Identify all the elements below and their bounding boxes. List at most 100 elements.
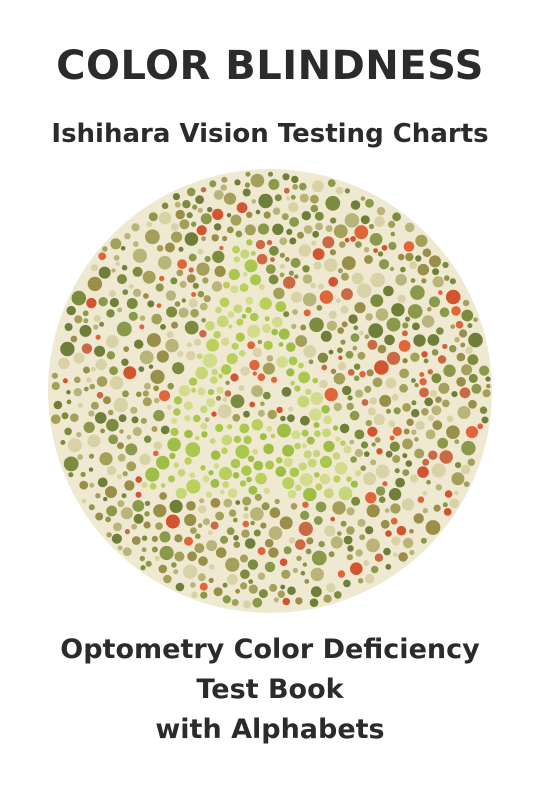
- plate-dot-background: [116, 321, 132, 337]
- plate-dot-figure: [307, 458, 317, 468]
- plate-dot-background: [87, 276, 103, 292]
- plate-dot-background: [427, 334, 440, 346]
- plate-dot-background: [73, 352, 85, 364]
- plate-dot-background: [252, 597, 263, 608]
- plate-dot-background: [456, 377, 466, 387]
- plate-dot-figure: [332, 452, 341, 460]
- plate-dot-background: [191, 292, 197, 297]
- plate-dot-background: [351, 272, 364, 285]
- plate-dot-background: [153, 409, 165, 422]
- plate-dot-background: [151, 546, 158, 553]
- plate-dot-background: [345, 350, 354, 359]
- plate-dot-figure: [206, 338, 220, 352]
- plate-dot-background: [93, 324, 99, 330]
- plate-dot-background: [427, 306, 432, 312]
- plate-dot-background: [66, 390, 71, 395]
- plate-dot-figure: [289, 467, 300, 478]
- plate-dot-background: [243, 410, 250, 418]
- plate-dot-background: [330, 516, 336, 522]
- plate-dot-background: [454, 439, 460, 445]
- plate-dot-background: [409, 549, 415, 556]
- plate-dot-background: [257, 223, 270, 235]
- plate-dot-background: [375, 486, 386, 496]
- plate-dot-background: [151, 426, 158, 432]
- plate-dot-background: [124, 480, 135, 491]
- plate-dot-background: [354, 225, 369, 240]
- plate-dot-background: [357, 578, 364, 584]
- plate-dot-background: [283, 311, 290, 318]
- plate-dot-background: [295, 597, 303, 605]
- bottom-line-3: with Alphabets: [155, 714, 385, 745]
- plate-dot-background: [411, 400, 417, 406]
- plate-dot-background: [404, 222, 415, 233]
- plate-dot-background: [261, 502, 270, 511]
- plate-dot-background: [303, 345, 317, 358]
- plate-dot-background: [98, 266, 111, 279]
- plate-dot-background: [407, 304, 423, 319]
- plate-dot-background: [243, 506, 249, 511]
- plate-dot-background: [240, 366, 250, 376]
- plate-dot-background: [266, 239, 273, 246]
- plate-dot-background: [223, 498, 233, 508]
- plate-dot-background: [197, 523, 203, 528]
- plate-dot-background: [123, 346, 130, 352]
- plate-dot-background: [311, 550, 327, 566]
- plate-dot-background: [169, 499, 183, 513]
- plate-dot-background: [207, 206, 213, 213]
- plate-dot-background: [199, 302, 208, 311]
- plate-dot-background: [197, 207, 203, 213]
- plate-dot-background: [422, 458, 430, 466]
- plate-dot-background: [144, 500, 151, 507]
- plate-dot-background: [299, 182, 307, 191]
- plate-dot-background: [412, 322, 420, 331]
- plate-dot-background: [324, 525, 336, 537]
- plate-dot-figure: [252, 448, 259, 455]
- plate-dot-background: [99, 321, 105, 327]
- plate-dot-figure: [323, 415, 332, 425]
- plate-dot-background: [262, 362, 275, 375]
- plate-dot-background: [433, 504, 441, 512]
- plate-dot-background: [402, 537, 414, 549]
- plate-dot-background: [109, 297, 119, 308]
- plate-dot-background: [120, 246, 126, 251]
- plate-dot-background: [82, 310, 89, 317]
- plate-dot-background: [67, 438, 82, 453]
- plate-dot-figure: [221, 434, 233, 446]
- plate-dot-background: [213, 190, 224, 200]
- plate-dot-background: [199, 498, 205, 504]
- plate-dot-figure: [218, 466, 233, 481]
- plate-dot-background: [351, 496, 361, 506]
- plate-dot-figure: [286, 342, 296, 352]
- plate-dot-background: [290, 257, 301, 268]
- plate-dot-background: [83, 366, 90, 374]
- plate-dot-background: [310, 567, 324, 582]
- plate-dot-figure: [232, 472, 240, 479]
- plate-dot-figure: [227, 311, 235, 318]
- plate-dot-background: [298, 244, 311, 257]
- plate-dot-background: [142, 270, 156, 284]
- plate-dot-background: [385, 377, 397, 389]
- plate-dot-background: [319, 290, 334, 304]
- plate-dot-background: [435, 396, 442, 403]
- plate-dot-background: [98, 297, 108, 307]
- plate-dot-background: [328, 349, 334, 355]
- plate-dot-figure: [205, 491, 213, 498]
- plate-dot-background: [106, 309, 115, 318]
- plate-dot-figure: [243, 435, 252, 445]
- plate-dot-background: [465, 346, 473, 354]
- plate-dot-background: [454, 490, 459, 496]
- plate-dot-background: [83, 318, 89, 324]
- plate-dot-background: [392, 455, 401, 463]
- plate-dot-background: [171, 321, 179, 329]
- plate-dot-figure: [314, 430, 321, 438]
- plate-dot-background: [194, 338, 202, 346]
- plate-dot-background: [258, 193, 273, 209]
- plate-dot-background: [184, 536, 193, 546]
- plate-dot-figure: [288, 356, 298, 366]
- plate-dot-figure: [255, 472, 267, 485]
- plate-dot-background: [224, 390, 232, 397]
- plate-dot-background: [213, 587, 223, 597]
- plate-dot-background: [413, 513, 424, 524]
- plate-dot-background: [449, 278, 456, 285]
- plate-dot-background: [204, 255, 211, 263]
